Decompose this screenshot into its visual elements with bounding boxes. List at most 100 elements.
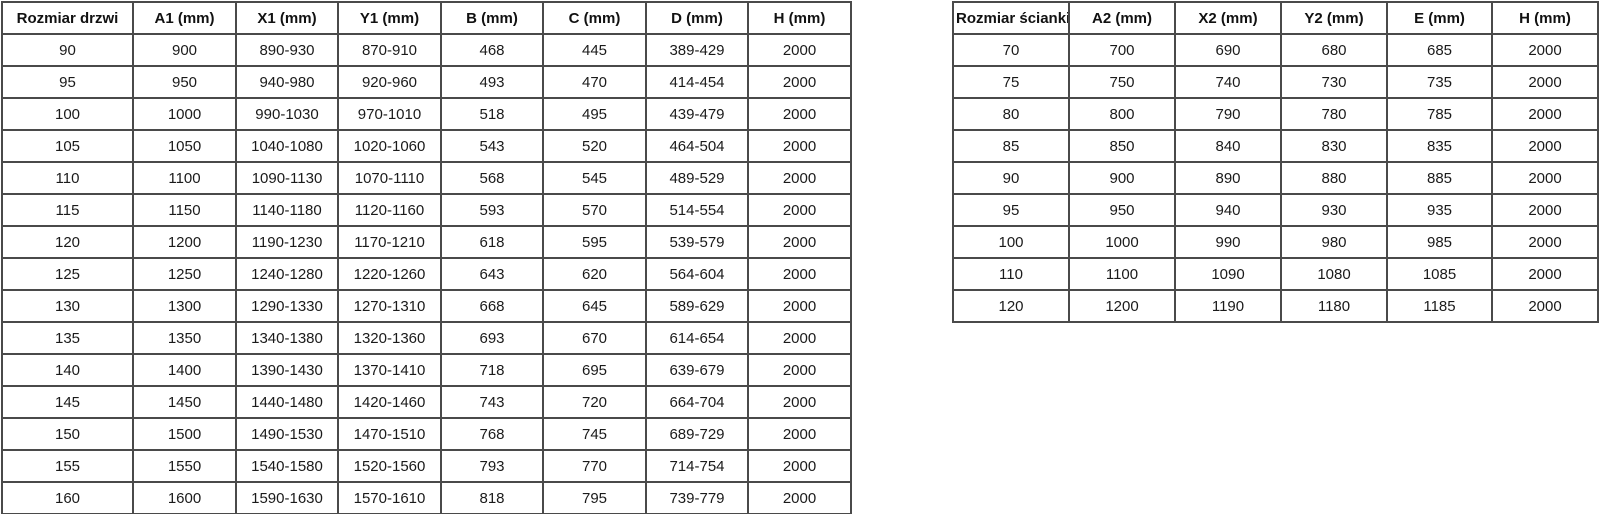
table-cell: 940-980 xyxy=(235,65,339,99)
table-cell: 1570-1610 xyxy=(337,481,442,514)
table-cell: 2000 xyxy=(747,225,852,259)
table-row: 145 1450 1440-1480 1420-1460 743 720 664-704 20… xyxy=(1,385,852,419)
table-cell: 545 xyxy=(542,161,647,195)
table-cell: 795 xyxy=(542,481,647,514)
table-cell: 518 xyxy=(440,97,544,131)
table-cell: 130 xyxy=(1,289,134,323)
table-cell: 110 xyxy=(952,257,1070,291)
table-cell: 870-910 xyxy=(337,33,442,67)
table-cell: 1200 xyxy=(1068,289,1176,323)
table-cell: 2000 xyxy=(747,417,852,451)
table-cell: 835 xyxy=(1386,129,1493,163)
table-row: 155 1550 1540-1580 1520-1560 793 770 714-754 20… xyxy=(1,449,852,483)
table-cell: 470 xyxy=(542,65,647,99)
table-cell: 790 xyxy=(1174,97,1282,131)
table-cell: 670 xyxy=(542,321,647,355)
table-row: 135 1350 1340-1380 1320-1360 693 670 614-654 20… xyxy=(1,321,852,355)
table-cell: 90 xyxy=(1,33,134,67)
table-cell: 1490-1530 xyxy=(235,417,339,451)
table-cell: 618 xyxy=(440,225,544,259)
table-row: 125 1250 1240-1280 1220-1260 643 620 564-604 20… xyxy=(1,257,852,291)
table-cell: 935 xyxy=(1386,193,1493,227)
table-cell: 740 xyxy=(1174,65,1282,99)
table-cell: 95 xyxy=(952,193,1070,227)
table-cell: 2000 xyxy=(1491,65,1599,99)
table-cell: 735 xyxy=(1386,65,1493,99)
table-cell: 689-729 xyxy=(645,417,749,451)
table-cell: 115 xyxy=(1,193,134,227)
table-cell: 100 xyxy=(1,97,134,131)
table-cell: 1180 xyxy=(1280,289,1388,323)
table-cell: 940 xyxy=(1174,193,1282,227)
table-cell: 1040-1080 xyxy=(235,129,339,163)
table-cell: 818 xyxy=(440,481,544,514)
table-cell: 1290-1330 xyxy=(235,289,339,323)
table-cell: 900 xyxy=(1068,161,1176,195)
table-cell: 990-1030 xyxy=(235,97,339,131)
table-cell: 950 xyxy=(132,65,237,99)
table-cell: 850 xyxy=(1068,129,1176,163)
table-cell: 2000 xyxy=(747,65,852,99)
table-cell: 643 xyxy=(440,257,544,291)
table-row: 120 1200 1190-1230 1170-1210 618 595 539-579 20… xyxy=(1,225,852,259)
table-cell: 2000 xyxy=(747,385,852,419)
table-cell: 885 xyxy=(1386,161,1493,195)
table-row: 120 1200 1190 1180 1185 2000 xyxy=(952,289,1599,323)
table-cell: 1150 xyxy=(132,193,237,227)
table-cell: 900 xyxy=(132,33,237,67)
table-row: 140 1400 1390-1430 1370-1410 718 695 639-679 20… xyxy=(1,353,852,387)
table-cell: 543 xyxy=(440,129,544,163)
table-row: 70 700 690 680 685 2000 xyxy=(952,33,1599,67)
table-cell: 1520-1560 xyxy=(337,449,442,483)
table-cell: 614-654 xyxy=(645,321,749,355)
table-cell: 95 xyxy=(1,65,134,99)
table-cell: 2000 xyxy=(747,193,852,227)
table-cell: 145 xyxy=(1,385,134,419)
column-header: X1 (mm) xyxy=(235,1,339,35)
table-cell: 564-604 xyxy=(645,257,749,291)
table-cell: 2000 xyxy=(747,353,852,387)
table-row: 90 900 890-930 870-910 468 445 389-429 2000 xyxy=(1,33,852,67)
table-cell: 1080 xyxy=(1280,257,1388,291)
table-cell: 1050 xyxy=(132,129,237,163)
column-header: A1 (mm) xyxy=(132,1,237,35)
table-cell: 830 xyxy=(1280,129,1388,163)
table-cell: 2000 xyxy=(1491,257,1599,291)
column-header: H (mm) xyxy=(1491,1,1599,35)
table-cell: 2000 xyxy=(747,33,852,67)
table-cell: 120 xyxy=(1,225,134,259)
table-cell: 2000 xyxy=(1491,97,1599,131)
table-cell: 840 xyxy=(1174,129,1282,163)
table-cell: 1090-1130 xyxy=(235,161,339,195)
table-cell: 1185 xyxy=(1386,289,1493,323)
table-cell: 620 xyxy=(542,257,647,291)
table-cell: 664-704 xyxy=(645,385,749,419)
table-cell: 890-930 xyxy=(235,33,339,67)
table-cell: 520 xyxy=(542,129,647,163)
table-cell: 645 xyxy=(542,289,647,323)
table-cell: 593 xyxy=(440,193,544,227)
table-cell: 414-454 xyxy=(645,65,749,99)
table-row: 95 950 940-980 920-960 493 470 414-454 2000 xyxy=(1,65,852,99)
table-cell: 2000 xyxy=(1491,225,1599,259)
table-cell: 2000 xyxy=(747,97,852,131)
table-cell: 990 xyxy=(1174,225,1282,259)
table-cell: 1000 xyxy=(132,97,237,131)
table-cell: 1120-1160 xyxy=(337,193,442,227)
table-cell: 639-679 xyxy=(645,353,749,387)
table-cell: 695 xyxy=(542,353,647,387)
table-cell: 750 xyxy=(1068,65,1176,99)
table-cell: 2000 xyxy=(747,449,852,483)
table-cell: 2000 xyxy=(747,321,852,355)
table-cell: 514-554 xyxy=(645,193,749,227)
table-cell: 920-960 xyxy=(337,65,442,99)
table-cell: 1000 xyxy=(1068,225,1176,259)
table-cell: 890 xyxy=(1174,161,1282,195)
table-cell: 1470-1510 xyxy=(337,417,442,451)
table-cell: 680 xyxy=(1280,33,1388,67)
table-cell: 739-779 xyxy=(645,481,749,514)
table-cell: 1085 xyxy=(1386,257,1493,291)
table-cell: 110 xyxy=(1,161,134,195)
table-cell: 1190 xyxy=(1174,289,1282,323)
table-cell: 495 xyxy=(542,97,647,131)
